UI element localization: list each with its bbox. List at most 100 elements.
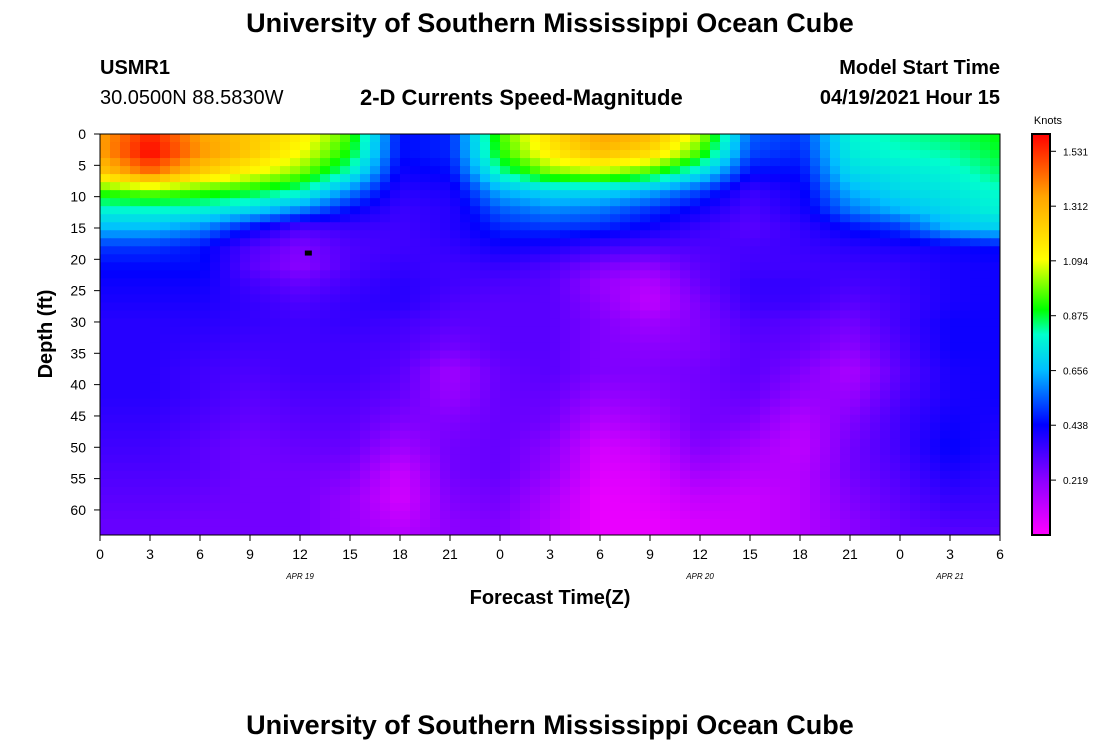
heatmap-cell — [690, 518, 701, 528]
heatmap-cell — [960, 286, 971, 295]
heatmap-cell — [280, 342, 291, 352]
heatmap-cell — [570, 454, 581, 464]
heatmap-cell — [140, 422, 151, 432]
heatmap-cell — [980, 134, 991, 143]
heatmap-cell — [110, 190, 121, 199]
heatmap-cell — [930, 262, 941, 271]
heatmap-cell — [470, 286, 481, 295]
heatmap-cell — [850, 526, 861, 535]
heatmap-cell — [740, 150, 751, 159]
heatmap-cell — [590, 502, 601, 512]
heatmap-cell — [420, 190, 431, 199]
heatmap-cell — [780, 134, 791, 143]
heatmap-cell — [570, 374, 581, 384]
heatmap-cell — [670, 262, 681, 271]
x-tick-label: 3 — [946, 546, 954, 562]
heatmap-cell — [770, 262, 781, 271]
heatmap-cell — [880, 174, 891, 183]
heatmap-cell — [890, 334, 901, 344]
heatmap-cell — [720, 358, 731, 368]
heatmap-cell — [390, 334, 401, 344]
heatmap-cell — [560, 502, 571, 512]
heatmap-cell — [180, 294, 191, 304]
heatmap-cell — [850, 374, 861, 384]
heatmap-cell — [410, 438, 421, 448]
heatmap-cell — [400, 302, 411, 312]
heatmap-cell — [230, 254, 241, 263]
heatmap-cell — [560, 142, 571, 151]
heatmap-cell — [760, 414, 771, 424]
heatmap-cell — [810, 382, 821, 392]
heatmap-cell — [940, 382, 951, 392]
heatmap-cell — [660, 374, 671, 384]
heatmap-cell — [520, 278, 531, 287]
heatmap-cell — [240, 470, 251, 480]
heatmap-cell — [790, 254, 801, 263]
heatmap-cell — [440, 254, 451, 263]
heatmap-cell — [330, 294, 341, 304]
heatmap-cell — [460, 358, 471, 368]
heatmap-cell — [900, 166, 911, 175]
heatmap-cell — [620, 510, 631, 520]
heatmap-cell — [710, 526, 721, 535]
heatmap-cell — [790, 374, 801, 384]
heatmap-cell — [910, 342, 921, 352]
heatmap-cell — [390, 526, 401, 535]
heatmap-cell — [580, 342, 591, 352]
heatmap-cell — [770, 374, 781, 384]
heatmap-cell — [190, 294, 201, 304]
heatmap-cell — [170, 262, 181, 271]
heatmap-cell — [330, 254, 341, 263]
heatmap-cell — [180, 366, 191, 376]
heatmap-cell — [180, 254, 191, 263]
heatmap-cell — [530, 470, 541, 480]
heatmap-cell — [800, 190, 811, 199]
heatmap-cell — [290, 174, 301, 183]
heatmap-cell — [430, 286, 441, 295]
heatmap-cell — [800, 206, 811, 215]
heatmap-cell — [270, 294, 281, 304]
heatmap-cell — [120, 390, 131, 400]
heatmap-cell — [640, 318, 651, 328]
heatmap-cell — [570, 198, 581, 207]
heatmap-cell — [370, 382, 381, 392]
heatmap-cell — [960, 526, 971, 535]
heatmap-cell — [710, 366, 721, 376]
heatmap-cell — [770, 318, 781, 328]
heatmap-cell — [220, 462, 231, 472]
heatmap-cell — [710, 246, 721, 255]
heatmap-cell — [120, 526, 131, 535]
heatmap-cell — [680, 190, 691, 199]
heatmap-cell — [730, 206, 741, 215]
heatmap-cell — [780, 358, 791, 368]
heatmap-cell — [600, 286, 611, 295]
heatmap-cell — [410, 342, 421, 352]
heatmap-cell — [240, 262, 251, 271]
heatmap-cell — [490, 486, 501, 496]
heatmap-cell — [310, 294, 321, 304]
heatmap-cell — [680, 422, 691, 432]
heatmap-cell — [690, 286, 701, 295]
heatmap-cell — [700, 382, 711, 392]
heatmap-cell — [160, 262, 171, 271]
heatmap-cell — [770, 302, 781, 312]
heatmap-cell — [120, 254, 131, 263]
heatmap-cell — [100, 150, 111, 159]
heatmap-cell — [530, 334, 541, 344]
heatmap-cell — [590, 350, 601, 360]
heatmap-cell — [290, 374, 301, 384]
heatmap-cell — [270, 438, 281, 448]
heatmap-cell — [540, 470, 551, 480]
heatmap-cell — [430, 478, 441, 488]
heatmap-cell — [870, 494, 881, 504]
heatmap-cell — [200, 358, 211, 368]
heatmap-cell — [940, 278, 951, 287]
heatmap-cell — [380, 462, 391, 472]
heatmap-cell — [410, 158, 421, 167]
heatmap-cell — [750, 518, 761, 528]
heatmap-cell — [630, 310, 641, 320]
heatmap-cell — [140, 318, 151, 328]
heatmap-cell — [970, 238, 981, 247]
heatmap-cell — [870, 222, 881, 231]
x-tick-label: 0 — [96, 546, 104, 562]
